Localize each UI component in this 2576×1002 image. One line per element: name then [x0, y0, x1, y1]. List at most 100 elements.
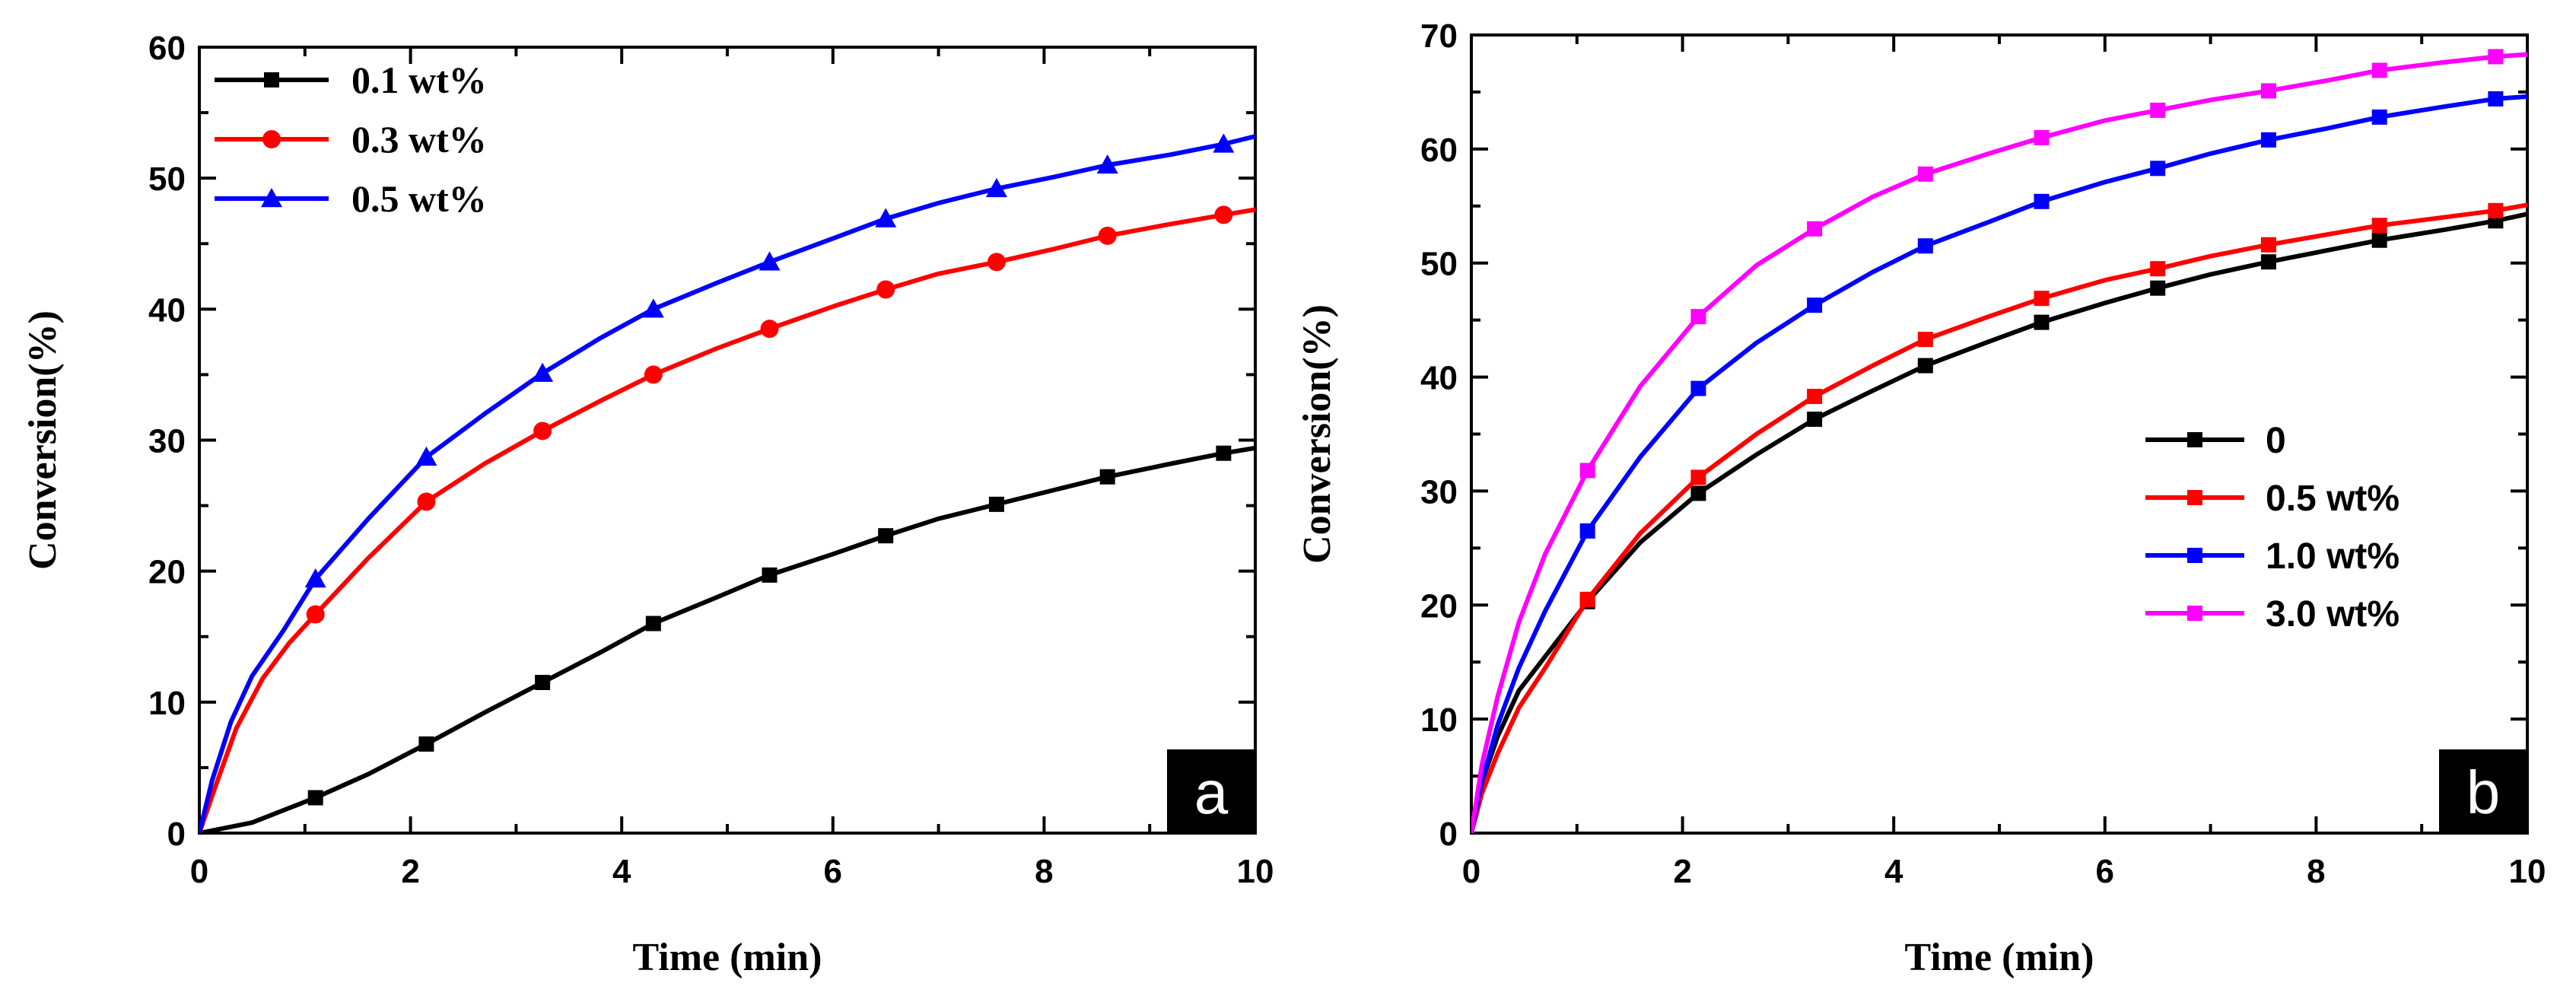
- data-point: [2150, 280, 2166, 296]
- series-line-3-0-wt-: [1471, 52, 2527, 833]
- data-point: [1216, 445, 1232, 461]
- data-point: [2371, 232, 2387, 248]
- data-point: [1099, 469, 1115, 485]
- legend-marker: [261, 188, 282, 208]
- data-point: [1917, 166, 1933, 182]
- data-point: [2034, 314, 2050, 330]
- y-tick-label: 20: [148, 554, 186, 591]
- panel-b: 0 2 4 6 8 10 0 10 20 30 40 50 60 70 Time (min) Conversi…: [1296, 17, 2546, 979]
- data-point: [1690, 485, 1706, 501]
- data-point: [2260, 237, 2276, 253]
- panel-label-box: [1167, 749, 1255, 833]
- data-point: [307, 790, 323, 806]
- y-tick-label: 20: [1420, 587, 1458, 625]
- series-layer: [1471, 49, 2527, 833]
- legend-marker: [2187, 490, 2202, 505]
- panel-label-box: [2439, 749, 2527, 833]
- data-point: [760, 320, 779, 339]
- series-line-0: [1471, 212, 2527, 833]
- data-point: [878, 528, 894, 544]
- data-point: [2150, 102, 2166, 118]
- data-point: [758, 251, 781, 271]
- y-tick-label: 0: [1439, 816, 1458, 853]
- data-point: [1807, 389, 1823, 405]
- data-point: [1917, 238, 1933, 254]
- data-point: [762, 567, 778, 583]
- legend-marker: [2187, 606, 2202, 621]
- data-point: [1213, 133, 1235, 153]
- data-point: [1690, 380, 1706, 396]
- data-point: [1807, 221, 1823, 237]
- legend-label: 1.0 wt%: [2266, 536, 2399, 577]
- data-point: [2034, 291, 2050, 307]
- y-tick-label: 10: [1420, 701, 1458, 739]
- legend-label: 0.1 wt%: [351, 59, 487, 101]
- y-tick-label: 40: [1420, 360, 1458, 397]
- data-point: [1917, 358, 1933, 374]
- data-point: [1690, 469, 1706, 485]
- x-tick-label: 8: [2307, 853, 2325, 890]
- panel-label: b: [2466, 759, 2501, 826]
- data-point: [2371, 62, 2387, 78]
- y-tick-label: 10: [148, 685, 186, 722]
- y-tick-label: 40: [148, 291, 186, 329]
- legend-marker: [262, 130, 281, 148]
- panel-a: 0 2 4 6 8 10 0 10 20 30 40 50 60 Time (min) Conversion…: [21, 30, 1274, 979]
- data-point: [1098, 226, 1117, 245]
- data-point: [1579, 523, 1595, 539]
- data-point: [985, 177, 1007, 198]
- y-tick-label: 30: [1420, 473, 1458, 511]
- x-tick-label: 10: [1237, 853, 1274, 890]
- legend-label: 0.5 wt%: [2266, 479, 2399, 519]
- data-point: [532, 362, 554, 382]
- x-tick-label: 2: [401, 853, 419, 890]
- data-point: [1579, 591, 1595, 607]
- legend-label: 3.0 wt%: [2266, 594, 2399, 635]
- data-point: [415, 446, 437, 466]
- legend-marker: [264, 72, 279, 87]
- data-point: [2260, 132, 2276, 148]
- data-point: [2034, 193, 2050, 209]
- data-point: [987, 253, 1006, 272]
- data-point: [2488, 49, 2504, 65]
- y-tick-label: 50: [148, 161, 186, 198]
- data-point: [1579, 463, 1595, 479]
- x-tick-label: 6: [2096, 853, 2114, 890]
- legend: 0.1 wt% 0.3 wt% 0.5 wt%: [215, 59, 487, 220]
- data-point: [304, 568, 326, 588]
- data-point: [2150, 161, 2166, 177]
- data-point: [875, 208, 897, 227]
- legend-label: 0: [2266, 421, 2286, 461]
- y-tick-label: 30: [148, 423, 186, 460]
- data-point: [2034, 129, 2050, 145]
- x-axis-title: Time (min): [1905, 936, 2094, 979]
- x-tick-label: 0: [190, 853, 208, 890]
- series-line-0-1-wt-: [199, 445, 1255, 833]
- series-line-0-5-wt-: [199, 134, 1255, 833]
- data-point: [642, 298, 664, 318]
- data-point: [1917, 332, 1933, 348]
- data-point: [306, 605, 325, 624]
- data-point: [2260, 254, 2276, 270]
- data-point: [2260, 83, 2276, 99]
- y-tick-label: 60: [1420, 132, 1458, 169]
- y-tick-label: 70: [1420, 17, 1458, 55]
- y-tick-label: 0: [167, 816, 186, 853]
- y-tick-label: 50: [1420, 246, 1458, 283]
- data-point: [988, 496, 1004, 512]
- data-point: [418, 736, 434, 752]
- legend: 0 0.5 wt% 1.0 wt% 3.0 wt%: [2145, 421, 2399, 635]
- data-point: [1214, 205, 1233, 224]
- x-tick-label: 10: [2509, 853, 2546, 890]
- data-point: [2488, 202, 2504, 218]
- data-point: [645, 616, 661, 631]
- data-point: [2488, 91, 2504, 107]
- data-point: [2371, 109, 2387, 125]
- series-line-0-3-wt-: [199, 207, 1255, 833]
- data-point: [535, 675, 551, 691]
- x-axis-title: Time (min): [633, 936, 822, 979]
- y-tick-label: 60: [148, 30, 186, 67]
- x-tick-label: 8: [1035, 853, 1053, 890]
- plot-frame: [1470, 33, 2529, 835]
